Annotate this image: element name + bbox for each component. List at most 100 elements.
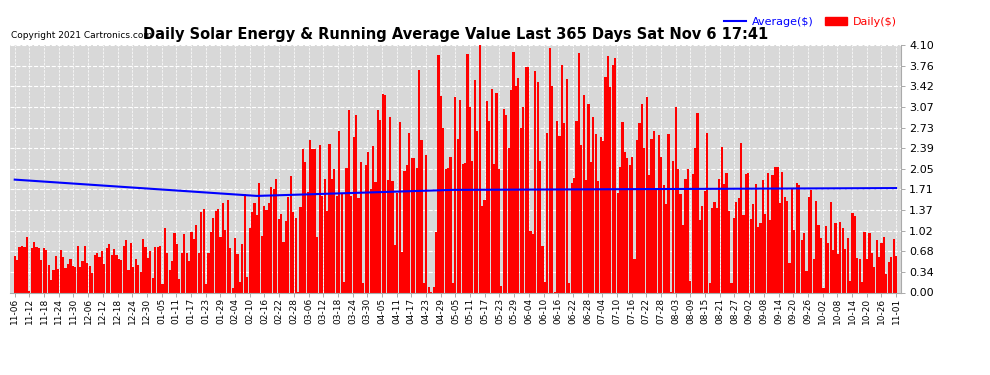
- Bar: [895, 256, 897, 292]
- Bar: [21, 246, 23, 292]
- Bar: [147, 258, 149, 292]
- Bar: [329, 144, 331, 292]
- Bar: [612, 65, 614, 292]
- Bar: [793, 231, 795, 292]
- Bar: [508, 148, 510, 292]
- Bar: [595, 134, 597, 292]
- Bar: [481, 206, 483, 292]
- Bar: [532, 234, 534, 292]
- Bar: [103, 264, 105, 292]
- Bar: [684, 179, 686, 292]
- Bar: [50, 280, 52, 292]
- Bar: [740, 143, 742, 292]
- Bar: [253, 203, 255, 292]
- Bar: [357, 198, 359, 292]
- Bar: [733, 218, 735, 292]
- Bar: [893, 239, 895, 292]
- Bar: [491, 89, 493, 292]
- Bar: [563, 123, 565, 292]
- Bar: [701, 207, 704, 292]
- Bar: [665, 204, 667, 292]
- Bar: [868, 232, 870, 292]
- Bar: [503, 109, 505, 292]
- Bar: [440, 96, 442, 292]
- Bar: [133, 267, 135, 292]
- Bar: [225, 230, 227, 292]
- Bar: [761, 180, 764, 292]
- Bar: [321, 195, 324, 292]
- Bar: [91, 273, 93, 292]
- Bar: [565, 79, 568, 292]
- Bar: [449, 158, 451, 292]
- Bar: [634, 259, 636, 292]
- Bar: [287, 197, 289, 292]
- Bar: [486, 100, 488, 292]
- Bar: [815, 201, 818, 292]
- Bar: [76, 246, 79, 292]
- Bar: [377, 110, 379, 292]
- Bar: [776, 167, 778, 292]
- Bar: [473, 80, 476, 292]
- Bar: [548, 48, 550, 292]
- Bar: [324, 179, 326, 292]
- Bar: [210, 232, 212, 292]
- Bar: [818, 225, 820, 292]
- Bar: [828, 243, 830, 292]
- Bar: [339, 130, 341, 292]
- Bar: [573, 178, 575, 292]
- Bar: [190, 232, 193, 292]
- Bar: [123, 246, 125, 292]
- Bar: [64, 268, 66, 292]
- Bar: [696, 112, 699, 292]
- Bar: [71, 266, 74, 292]
- Bar: [609, 87, 612, 292]
- Bar: [738, 198, 740, 292]
- Bar: [341, 194, 343, 292]
- Bar: [619, 166, 621, 292]
- Bar: [316, 237, 319, 292]
- Bar: [728, 211, 730, 292]
- Bar: [156, 247, 158, 292]
- Bar: [537, 82, 539, 292]
- Bar: [747, 173, 749, 292]
- Bar: [498, 169, 500, 292]
- Bar: [849, 281, 851, 292]
- Bar: [411, 158, 413, 292]
- Bar: [52, 270, 54, 292]
- Legend: Average($), Daily($): Average($), Daily($): [720, 13, 901, 32]
- Bar: [423, 283, 425, 292]
- Bar: [178, 279, 180, 292]
- Bar: [67, 264, 69, 292]
- Bar: [478, 44, 481, 292]
- Bar: [268, 202, 270, 292]
- Bar: [212, 218, 215, 292]
- Bar: [234, 238, 237, 292]
- Bar: [386, 180, 389, 292]
- Bar: [188, 261, 190, 292]
- Bar: [183, 234, 185, 292]
- Bar: [161, 284, 163, 292]
- Bar: [258, 183, 260, 292]
- Bar: [421, 140, 423, 292]
- Bar: [406, 165, 408, 292]
- Bar: [247, 277, 248, 292]
- Bar: [629, 165, 631, 292]
- Bar: [718, 179, 721, 292]
- Bar: [456, 139, 459, 292]
- Bar: [163, 228, 166, 292]
- Bar: [443, 128, 445, 292]
- Bar: [556, 121, 558, 292]
- Bar: [84, 246, 86, 292]
- Bar: [404, 171, 406, 292]
- Bar: [880, 243, 883, 292]
- Bar: [645, 97, 647, 292]
- Bar: [844, 249, 846, 292]
- Bar: [229, 248, 232, 292]
- Bar: [232, 288, 234, 292]
- Bar: [350, 196, 352, 292]
- Bar: [255, 215, 258, 292]
- Bar: [272, 189, 275, 292]
- Bar: [355, 116, 357, 292]
- Bar: [823, 288, 825, 292]
- Bar: [185, 252, 188, 292]
